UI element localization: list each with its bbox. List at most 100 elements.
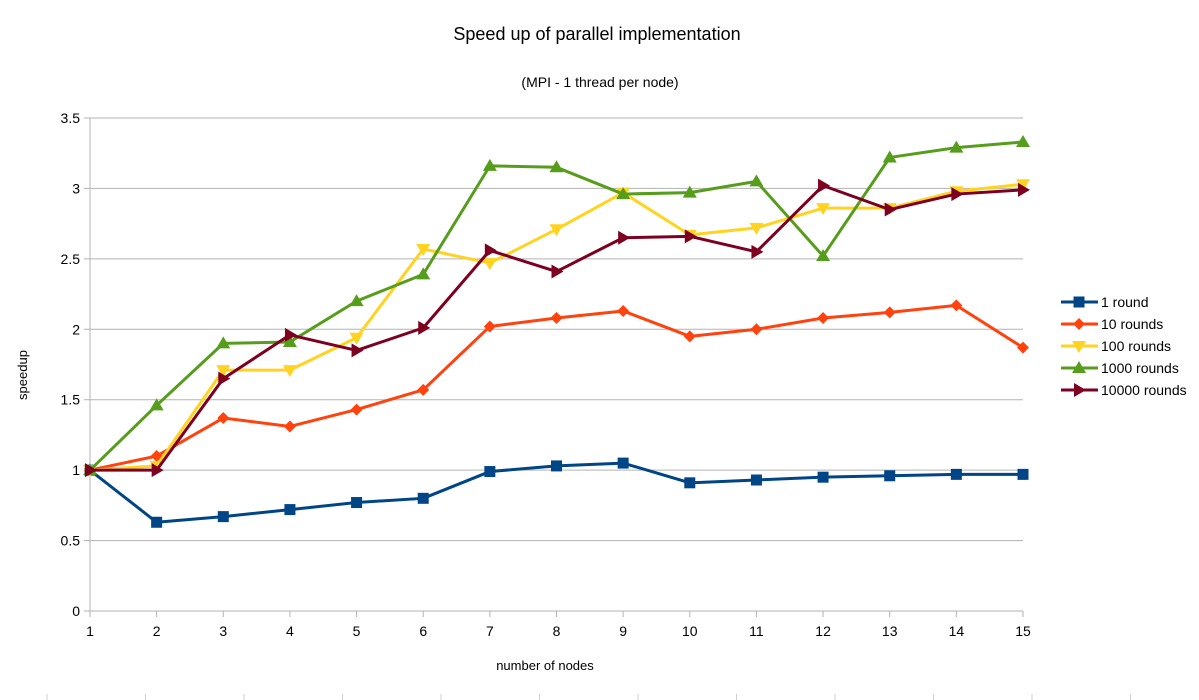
data-point-1000-rounds xyxy=(882,150,897,163)
y-tick-label: 0 xyxy=(72,603,80,619)
data-point-10-rounds xyxy=(617,304,630,317)
data-point-100-rounds xyxy=(549,224,564,237)
x-tick-label: 8 xyxy=(553,623,561,639)
chart-subtitle: (MPI - 1 thread per node) xyxy=(521,74,678,90)
legend-marker xyxy=(1073,296,1085,308)
legend-label: 1 round xyxy=(1101,294,1148,310)
data-point-1-round xyxy=(551,460,562,472)
data-point-1-round xyxy=(684,477,696,489)
legend-marker xyxy=(1074,383,1086,397)
page-bottom-ruler xyxy=(46,694,1131,700)
data-point-1000-rounds xyxy=(149,398,164,411)
x-tick-label: 2 xyxy=(153,623,161,639)
data-point-10-rounds xyxy=(883,306,896,319)
data-point-10000-rounds xyxy=(284,327,297,342)
gridlines xyxy=(90,117,1023,542)
y-axis-label: speedup xyxy=(15,350,30,400)
x-tick-label: 13 xyxy=(882,623,898,639)
legend: 1 round 10 rounds 100 rounds 1000 rounds 100… xyxy=(1061,294,1187,398)
data-point-1-round xyxy=(151,516,163,528)
legend-item-10000-rounds: 10000 rounds xyxy=(1061,382,1187,398)
data-point-10-rounds xyxy=(283,420,296,433)
data-point-10000-rounds xyxy=(618,230,631,245)
axes xyxy=(84,117,1024,617)
x-tick-label: 7 xyxy=(486,623,494,639)
data-point-10-rounds xyxy=(417,383,430,396)
y-tick-label: 1 xyxy=(72,462,80,478)
data-point-10000-rounds xyxy=(85,463,97,478)
legend-item-100-rounds: 100 rounds xyxy=(1061,338,1171,354)
data-point-100-rounds xyxy=(816,203,831,216)
data-point-1000-rounds xyxy=(416,267,431,280)
data-point-10-rounds xyxy=(950,299,963,312)
legend-item-1-round: 1 round xyxy=(1061,294,1148,310)
data-point-10000-rounds xyxy=(1018,182,1030,197)
series-lines xyxy=(83,134,1030,528)
series-line-10-rounds xyxy=(89,303,1024,472)
data-point-10000-rounds xyxy=(818,178,831,193)
data-point-1000-rounds xyxy=(549,160,564,173)
data-point-1-round xyxy=(750,474,762,486)
data-point-10-rounds xyxy=(350,403,363,416)
x-tick-label: 12 xyxy=(815,623,831,639)
data-point-1000-rounds xyxy=(682,185,697,198)
data-point-1-round xyxy=(884,470,896,482)
data-point-1-round xyxy=(484,466,496,478)
data-point-10000-rounds xyxy=(551,264,564,279)
data-point-1000-rounds xyxy=(616,187,631,200)
legend-item-1000-rounds: 1000 rounds xyxy=(1061,360,1179,376)
data-point-1000-rounds xyxy=(282,334,297,347)
x-tick-label: 4 xyxy=(286,623,294,639)
data-point-1000-rounds xyxy=(349,294,364,307)
data-point-10000-rounds xyxy=(751,244,764,259)
data-point-10-rounds xyxy=(550,312,563,325)
series-100-rounds xyxy=(83,179,1030,478)
data-point-10000-rounds xyxy=(151,463,164,478)
data-point-1000-rounds xyxy=(949,140,964,153)
data-point-10000-rounds xyxy=(684,229,697,244)
data-point-10-rounds xyxy=(750,323,763,336)
data-point-1-round xyxy=(284,504,296,516)
data-point-1000-rounds xyxy=(816,249,831,262)
data-point-10000-rounds xyxy=(351,343,364,358)
data-point-100-rounds xyxy=(749,222,764,235)
data-point-1000-rounds xyxy=(482,158,497,171)
data-point-1000-rounds xyxy=(1016,134,1030,147)
data-point-10-rounds xyxy=(217,412,230,425)
legend-marker xyxy=(1072,341,1086,353)
data-point-10000-rounds xyxy=(484,243,497,258)
x-tick-label: 10 xyxy=(682,623,698,639)
x-tick-label: 14 xyxy=(949,623,965,639)
x-tick-label: 3 xyxy=(219,623,227,639)
data-point-100-rounds xyxy=(282,365,297,378)
data-point-100-rounds xyxy=(216,365,231,378)
data-point-100-rounds xyxy=(416,243,431,256)
series-1000-rounds xyxy=(83,134,1030,476)
data-point-1-round xyxy=(817,471,829,483)
data-point-10000-rounds xyxy=(951,187,964,202)
series-10-rounds xyxy=(84,299,1029,477)
legend-label: 10000 rounds xyxy=(1101,382,1187,398)
x-tick-label: 11 xyxy=(749,623,764,639)
data-point-100-rounds xyxy=(482,258,497,271)
data-point-1000-rounds xyxy=(216,336,231,349)
series-10000-rounds xyxy=(85,178,1030,478)
data-point-1-round xyxy=(417,492,429,504)
data-point-1000-rounds xyxy=(749,174,764,187)
data-point-10-rounds xyxy=(1017,341,1029,354)
y-tick-label: 3 xyxy=(72,180,80,196)
x-tick-labels: 1 2 3 4 5 6 7 8 9 10 11 12 13 14 15 xyxy=(86,623,1031,639)
x-tick-label: 1 xyxy=(86,623,94,639)
data-point-1-round xyxy=(950,468,962,480)
x-tick-label: 15 xyxy=(1015,623,1031,639)
data-point-10000-rounds xyxy=(218,371,231,386)
x-tick-label: 9 xyxy=(619,623,627,639)
data-point-100-rounds xyxy=(349,332,364,345)
y-tick-labels: 0 0.5 1 1.5 2 2.5 3 3.5 xyxy=(61,110,81,619)
legend-label: 1000 rounds xyxy=(1101,360,1179,376)
legend-label: 10 rounds xyxy=(1101,316,1163,332)
x-tick-label: 6 xyxy=(419,623,427,639)
series-line-1-round xyxy=(89,461,1023,524)
x-tick-label: 5 xyxy=(353,623,361,639)
